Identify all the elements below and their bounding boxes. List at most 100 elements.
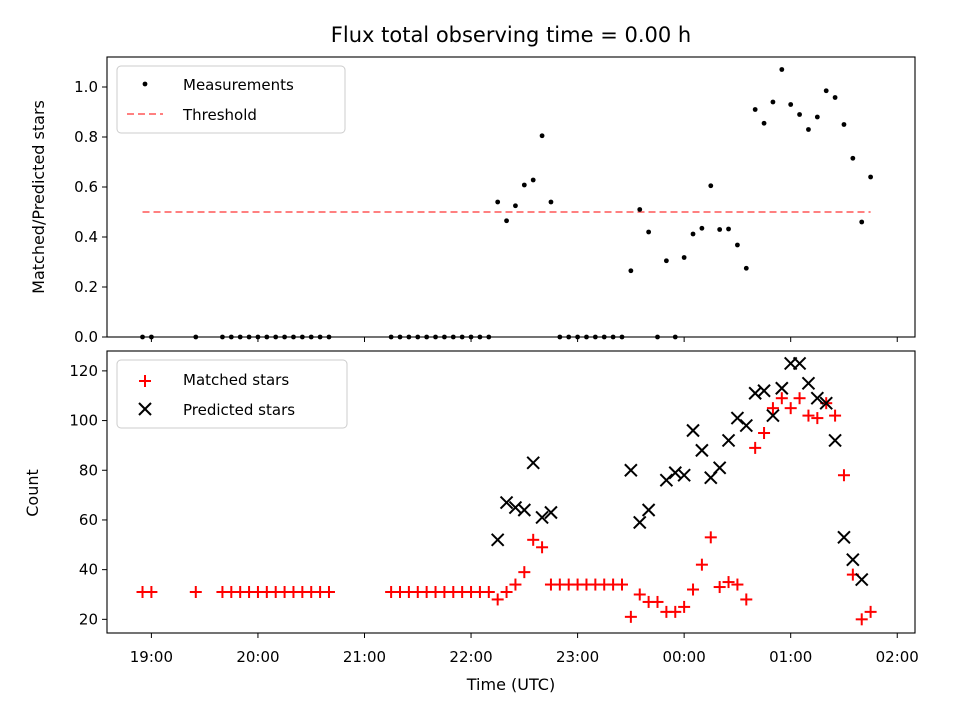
- predicted-star-point: [810, 391, 825, 405]
- bottom-xtick-label: 00:00: [663, 648, 706, 666]
- matched-star-point: [749, 441, 762, 454]
- top-ytick-label: 0.4: [74, 228, 98, 246]
- bottom-xlabel: Time (UTC): [466, 675, 555, 694]
- bottom-xtick-label: 21:00: [343, 648, 386, 666]
- matched-star-point: [687, 583, 700, 596]
- top-ytick-label: 0.0: [74, 328, 98, 346]
- predicted-star-point: [739, 418, 754, 433]
- predicted-star-point: [855, 572, 869, 587]
- bottom-ylabel: Count: [23, 469, 42, 517]
- predicted-star-point: [677, 468, 691, 482]
- predicted-star-point: [686, 423, 700, 438]
- predicted-star-point: [517, 503, 532, 517]
- predicted-star-point: [508, 500, 523, 515]
- matched-star-point: [829, 409, 842, 422]
- measurement-point: [548, 199, 554, 205]
- measurement-point: [868, 174, 874, 180]
- measurement-point: [770, 99, 776, 105]
- bottom-xtick-label: 02:00: [876, 648, 919, 666]
- measurement-point: [832, 95, 838, 100]
- matched-star-point: [482, 586, 495, 599]
- predicted-star-point: [775, 381, 789, 395]
- measurement-point: [859, 219, 865, 225]
- matched-star-point: [811, 412, 824, 425]
- measurement-point: [797, 112, 802, 117]
- matched-star-point: [651, 595, 664, 608]
- matched-star-point: [740, 593, 753, 606]
- predicted-star-point: [819, 396, 833, 410]
- top-panel: 0.0 0.2 0.4 0.6 0.8 1.0 Measurements Threshol…: [29, 56, 916, 346]
- measurement-point: [761, 120, 767, 126]
- predicted-star-point: [659, 473, 674, 487]
- matched-star-point: [784, 402, 797, 415]
- predicted-star-point: [757, 384, 771, 398]
- matched-star-point: [491, 593, 504, 606]
- matched-star-point: [615, 578, 628, 591]
- legend-measurements-marker: [142, 81, 148, 87]
- matched-star-point: [678, 600, 691, 613]
- bottom-ytick-label: 80: [79, 461, 98, 479]
- measurement-point: [681, 255, 687, 260]
- matched-star-point: [775, 392, 788, 405]
- measurement-point: [850, 155, 856, 161]
- bottom-ytick-label: 120: [69, 362, 98, 380]
- matched-star-point: [322, 586, 335, 599]
- measurement-point: [530, 177, 536, 183]
- measurement-point: [726, 226, 731, 232]
- measurement-point: [663, 258, 669, 264]
- bottom-panel: 20 40 60 80 100 120 19:00 20:00 21:00 22:00 23:00…: [23, 350, 919, 694]
- bottom-legend: Matched stars Predicted stars: [116, 359, 348, 429]
- chart-title: Flux total observing time = 0.00 h: [331, 23, 691, 47]
- bottom-xtick-label: 19:00: [130, 648, 173, 666]
- matched-star-point: [731, 578, 744, 591]
- measurement-point: [788, 102, 794, 107]
- predicted-star-point: [748, 386, 762, 400]
- measurement-point: [806, 127, 811, 132]
- top-ytick-label: 0.2: [74, 278, 98, 296]
- measurement-point: [539, 133, 545, 139]
- matched-star-point: [633, 588, 646, 601]
- predicted-star-point: [695, 443, 709, 458]
- matched-star-point: [758, 426, 771, 439]
- bottom-xtick-label: 22:00: [449, 648, 492, 666]
- measurement-point: [628, 268, 634, 274]
- measurement-point: [646, 229, 652, 235]
- matched-star-point: [766, 402, 779, 415]
- top-legend: Measurements Threshold: [116, 65, 346, 134]
- predicted-star-point: [792, 356, 807, 371]
- matched-star-point: [145, 586, 158, 599]
- predicted-star-point: [633, 515, 647, 530]
- predicted-star-point: [801, 376, 816, 391]
- top-ylabel: Matched/Predicted stars: [29, 100, 48, 294]
- predicted-star-point: [668, 466, 682, 480]
- matched-star-point: [189, 586, 202, 599]
- bottom-xtick-label: 01:00: [769, 648, 812, 666]
- measurement-point: [521, 182, 527, 188]
- predicted-star-point: [766, 408, 780, 423]
- top-ytick-label: 0.8: [74, 128, 98, 146]
- measurement-point: [690, 231, 696, 237]
- matched-star-point: [802, 409, 815, 422]
- predicted-star-point: [535, 510, 549, 525]
- matched-star-point: [509, 578, 522, 591]
- predicted-star-point: [846, 552, 860, 567]
- matched-star-point: [527, 533, 540, 546]
- measurement-point: [814, 114, 820, 120]
- predicted-star-point: [837, 530, 851, 545]
- legend-threshold-label: Threshold: [182, 106, 257, 124]
- bottom-xtick-label: 23:00: [556, 648, 599, 666]
- predicted-star-point: [624, 463, 638, 477]
- predicted-star-point: [526, 456, 540, 470]
- predicted-star-point: [499, 495, 514, 510]
- matched-star-point: [536, 541, 549, 554]
- legend-predicted-label: Predicted stars: [183, 401, 295, 419]
- matched-star-point: [864, 605, 877, 618]
- predicted-star-point: [721, 433, 736, 448]
- measurement-point: [823, 88, 829, 94]
- measurement-point: [513, 203, 518, 209]
- measurement-point: [708, 183, 714, 189]
- measurement-point: [495, 199, 501, 205]
- legend-predicted-marker: [138, 402, 152, 416]
- predicted-star-point: [828, 433, 842, 448]
